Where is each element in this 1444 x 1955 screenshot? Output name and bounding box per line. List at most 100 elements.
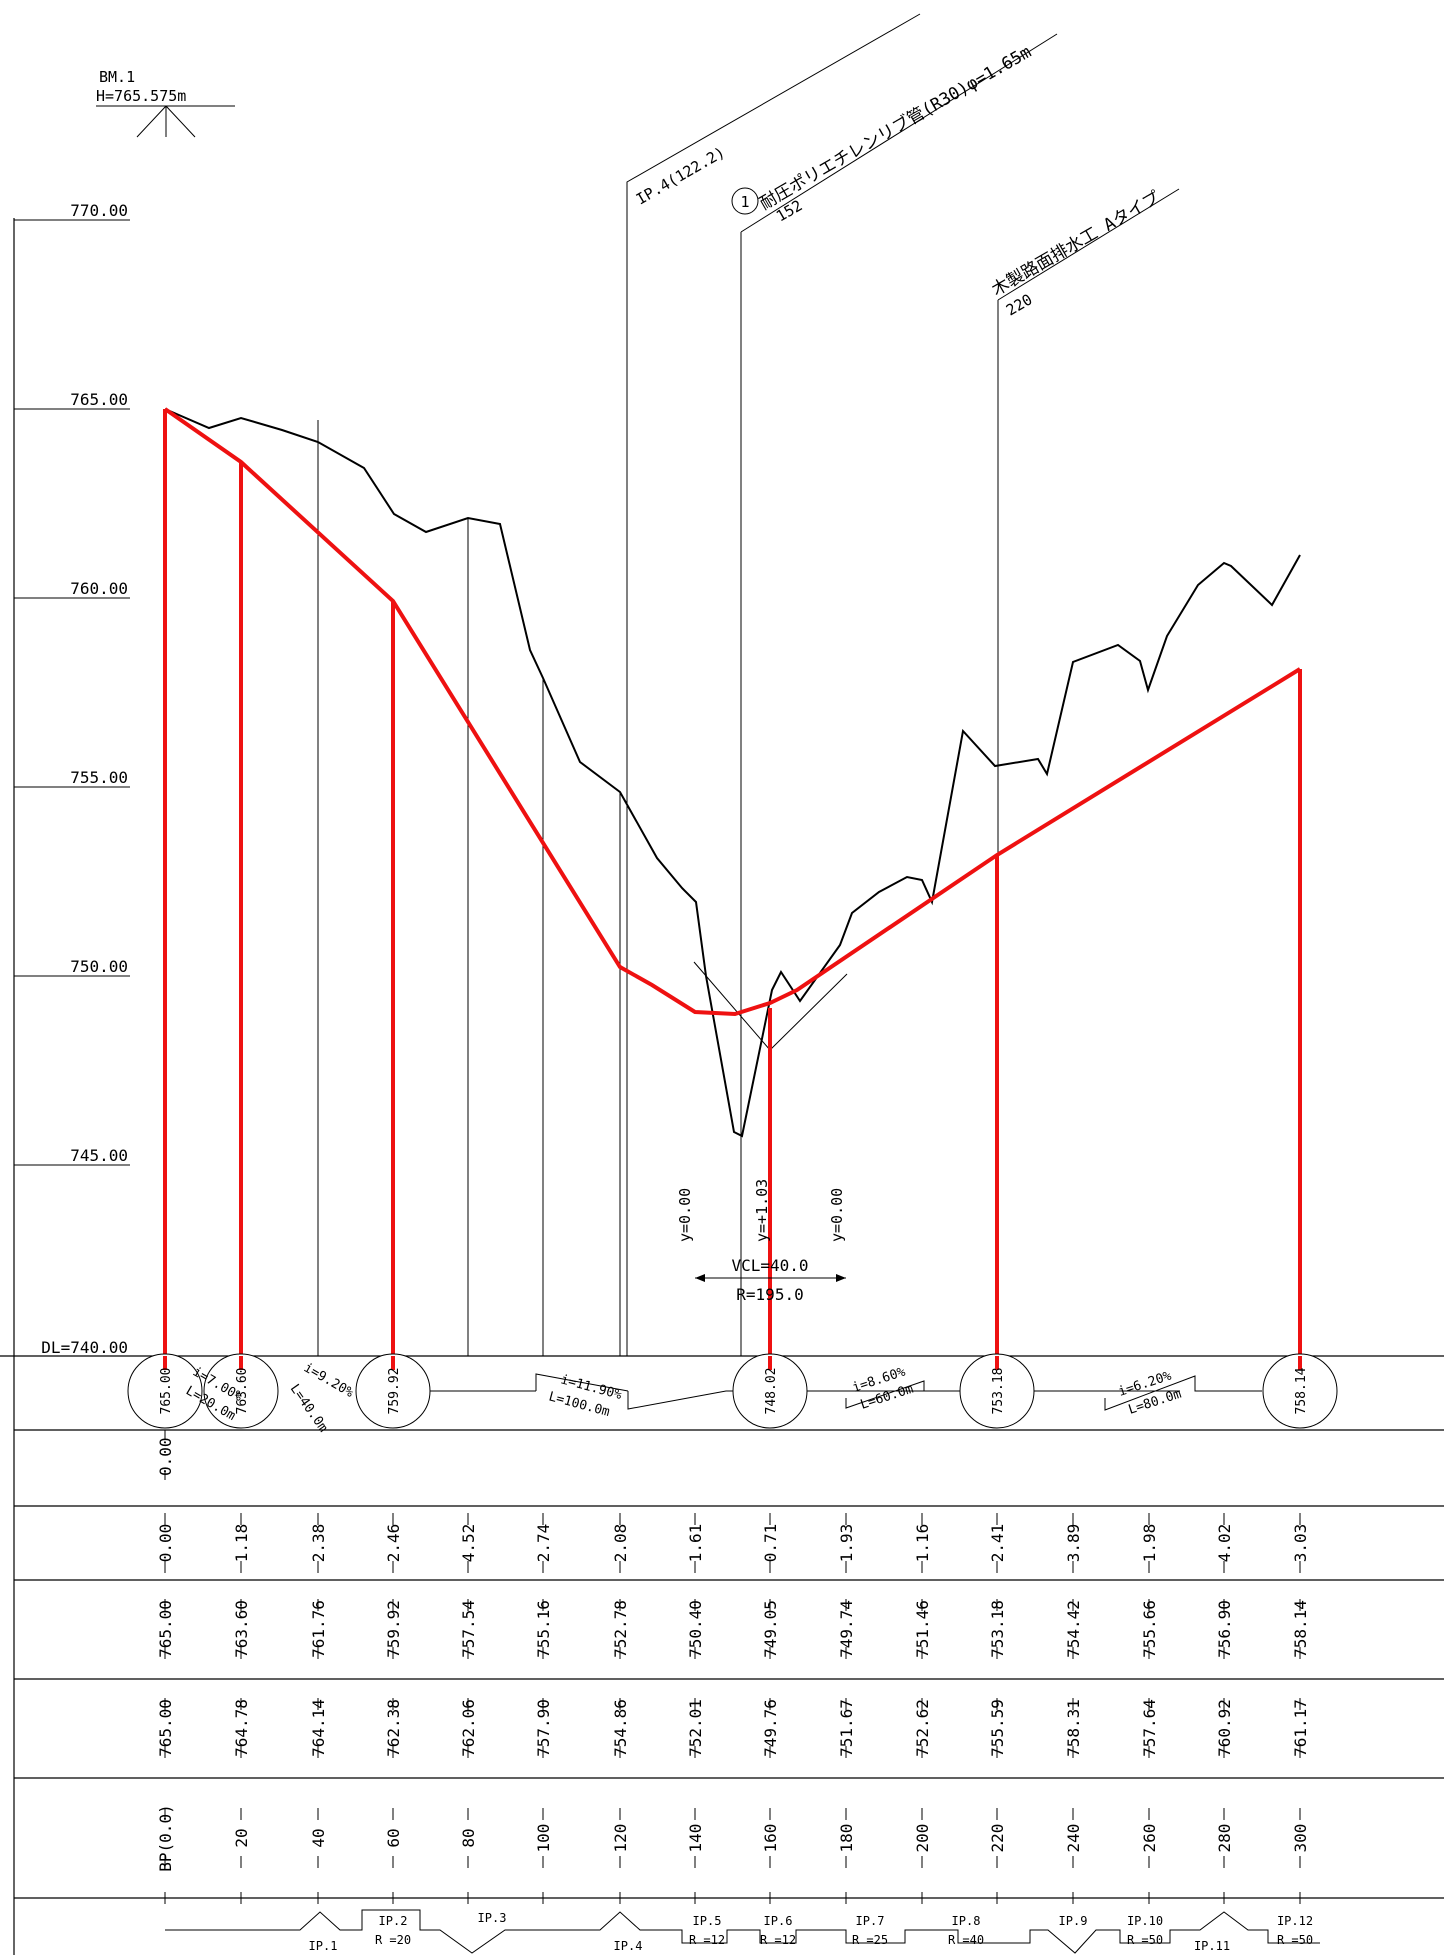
elevation-label-745: 745.00 bbox=[70, 1146, 128, 1165]
curve-ip12-r: R =50 bbox=[1277, 1933, 1313, 1947]
cut-fill-value: 1.16 bbox=[913, 1524, 932, 1563]
cut-fill-value: 1.93 bbox=[837, 1524, 856, 1563]
cut-fill-value: 1.61 bbox=[686, 1524, 705, 1563]
vertical-curve-annotation: y=0.00 y=+1.03 y=0.00 VCL=40.0 R=195.0 bbox=[676, 1179, 846, 1304]
station-value: 300 bbox=[1291, 1824, 1310, 1853]
curve-ip7-r: R =25 bbox=[852, 1933, 888, 1947]
row-single-value: 0.00 bbox=[156, 1437, 175, 1476]
plan-height-value: 750.40 bbox=[686, 1600, 705, 1658]
ground-height-value: 751.67 bbox=[837, 1699, 856, 1757]
plan-height-value: 759.92 bbox=[384, 1600, 403, 1658]
grade-circle-2: 759.92 bbox=[387, 1368, 402, 1415]
elevation-label-760: 760.00 bbox=[70, 579, 128, 598]
station-value: 100 bbox=[534, 1824, 553, 1853]
plan-height-value: 757.54 bbox=[459, 1600, 478, 1658]
elevation-label-755: 755.00 bbox=[70, 768, 128, 787]
curve-ip10-r: R =50 bbox=[1127, 1933, 1163, 1947]
plan-height-value: 755.16 bbox=[534, 1600, 553, 1658]
elevation-label-750: 750.00 bbox=[70, 957, 128, 976]
vc-y-start: y=0.00 bbox=[676, 1188, 694, 1242]
cut-fill-value: 4.02 bbox=[1215, 1524, 1234, 1563]
plan-height-value: 761.76 bbox=[309, 1600, 328, 1658]
ground-height-value: 762.38 bbox=[384, 1699, 403, 1757]
datum-label: DL=740.00 bbox=[41, 1338, 128, 1357]
cut-fill-value: 2.08 bbox=[611, 1524, 630, 1563]
curve-ip12: IP.12 bbox=[1277, 1914, 1313, 1928]
grade-circles bbox=[127, 1353, 1338, 1429]
station-value: BP(0.0) bbox=[156, 1804, 175, 1871]
design-grade-line bbox=[163, 407, 1302, 1017]
ground-height-value: 755.59 bbox=[988, 1699, 1007, 1757]
elevation-label-770: 770.00 bbox=[70, 201, 128, 220]
plan-height-value: 751.46 bbox=[913, 1600, 932, 1658]
plan-height-value: 752.78 bbox=[611, 1600, 630, 1658]
ground-height-value: 765.00 bbox=[156, 1699, 175, 1757]
curve-ip10: IP.10 bbox=[1127, 1914, 1163, 1928]
table-rows: 0.00 1.18 2.38 2.46 4.52 2.74 2.08 1.61 0.71 1.93… bbox=[156, 1513, 1310, 1904]
cut-fill-value: 2.41 bbox=[988, 1524, 1007, 1563]
vc-length: VCL=40.0 bbox=[731, 1256, 808, 1275]
cut-fill-value: 1.98 bbox=[1140, 1524, 1159, 1563]
station-value: 280 bbox=[1215, 1824, 1234, 1853]
station-value: 160 bbox=[761, 1824, 780, 1853]
curve-ip5: IP.5 bbox=[693, 1914, 722, 1928]
cut-fill-value: 0.00 bbox=[156, 1524, 175, 1563]
grade-circle-1: 763.60 bbox=[235, 1368, 250, 1415]
curve-ip6: IP.6 bbox=[764, 1914, 793, 1928]
ground-height-value: 752.62 bbox=[913, 1699, 932, 1757]
vc-y-mid: y=+1.03 bbox=[753, 1179, 771, 1242]
cut-fill-value: 0.71 bbox=[761, 1524, 780, 1563]
ip4-label: IP.4(122.2) bbox=[633, 143, 728, 208]
station-value: 260 bbox=[1140, 1824, 1159, 1853]
plan-height-value: 756.90 bbox=[1215, 1600, 1234, 1658]
station-value: 240 bbox=[1064, 1824, 1083, 1853]
station-value: 60 bbox=[384, 1828, 403, 1847]
station-value: 220 bbox=[988, 1824, 1007, 1853]
vc-y-end: y=0.00 bbox=[828, 1188, 846, 1242]
plan-height-value: 749.74 bbox=[837, 1600, 856, 1658]
pipe-label: 耐圧ポリエチレンリブ管(R30)φ=1.65m bbox=[756, 41, 1035, 214]
cut-fill-value: 4.52 bbox=[459, 1524, 478, 1563]
grade-circle-4: 753.18 bbox=[991, 1368, 1006, 1415]
curve-ip3: IP.3 bbox=[478, 1911, 507, 1925]
plan-height-value: 763.60 bbox=[232, 1600, 251, 1658]
annotation-leaders bbox=[626, 13, 1180, 1356]
cut-fill-value: 2.74 bbox=[534, 1524, 553, 1563]
plan-height-value: 749.05 bbox=[761, 1600, 780, 1658]
grade-circle-3: 748.02 bbox=[764, 1368, 779, 1415]
cut-fill-value: 3.03 bbox=[1291, 1524, 1310, 1563]
curve-ip7: IP.7 bbox=[856, 1914, 885, 1928]
ground-height-value: 757.64 bbox=[1140, 1699, 1159, 1757]
benchmark-name: BM.1 bbox=[99, 68, 135, 86]
grade-circle-0: 765.00 bbox=[159, 1368, 174, 1415]
slope-1-l: L=40.0m bbox=[287, 1382, 331, 1436]
grade-row bbox=[430, 1373, 1262, 1411]
ground-height-value: 752.01 bbox=[686, 1699, 705, 1757]
ground-height-value: 754.86 bbox=[611, 1699, 630, 1757]
ground-height-value: 761.17 bbox=[1291, 1699, 1310, 1757]
station-value: 80 bbox=[459, 1828, 478, 1847]
curve-ip2: IP.2 bbox=[379, 1914, 408, 1928]
plan-height-value: 753.18 bbox=[988, 1600, 1007, 1658]
ground-height-value: 762.06 bbox=[459, 1699, 478, 1757]
station-value: 140 bbox=[686, 1824, 705, 1853]
curve-ip9: IP.9 bbox=[1059, 1914, 1088, 1928]
cut-fill-value: 3.89 bbox=[1064, 1524, 1083, 1563]
plan-height-value: 765.00 bbox=[156, 1600, 175, 1658]
vc-radius: R=195.0 bbox=[736, 1285, 803, 1304]
curve-ip6-r: R =12 bbox=[760, 1933, 796, 1947]
benchmark-height: H=765.575m bbox=[96, 87, 186, 105]
curve-ip8-r: R =40 bbox=[948, 1933, 984, 1947]
plan-height-value: 754.42 bbox=[1064, 1600, 1083, 1658]
plan-height-value: 758.14 bbox=[1291, 1600, 1310, 1658]
drain-label: 木製路面排水工 Aタイプ bbox=[989, 188, 1164, 301]
ground-profile-line bbox=[164, 408, 1301, 1138]
ground-height-value: 749.76 bbox=[761, 1699, 780, 1757]
elevation-scale: 770.00 765.00 760.00 755.00 750.00 745.0… bbox=[14, 201, 130, 1357]
curve-ip5-r: R =12 bbox=[689, 1933, 725, 1947]
curve-ip2-r: R =20 bbox=[375, 1933, 411, 1947]
benchmark: BM.1 H=765.575m bbox=[96, 68, 235, 138]
horizontal-curve-row bbox=[165, 1909, 1320, 1954]
grade-circle-5: 758.14 bbox=[1294, 1367, 1309, 1414]
benchmark-mark-left bbox=[136, 105, 167, 138]
